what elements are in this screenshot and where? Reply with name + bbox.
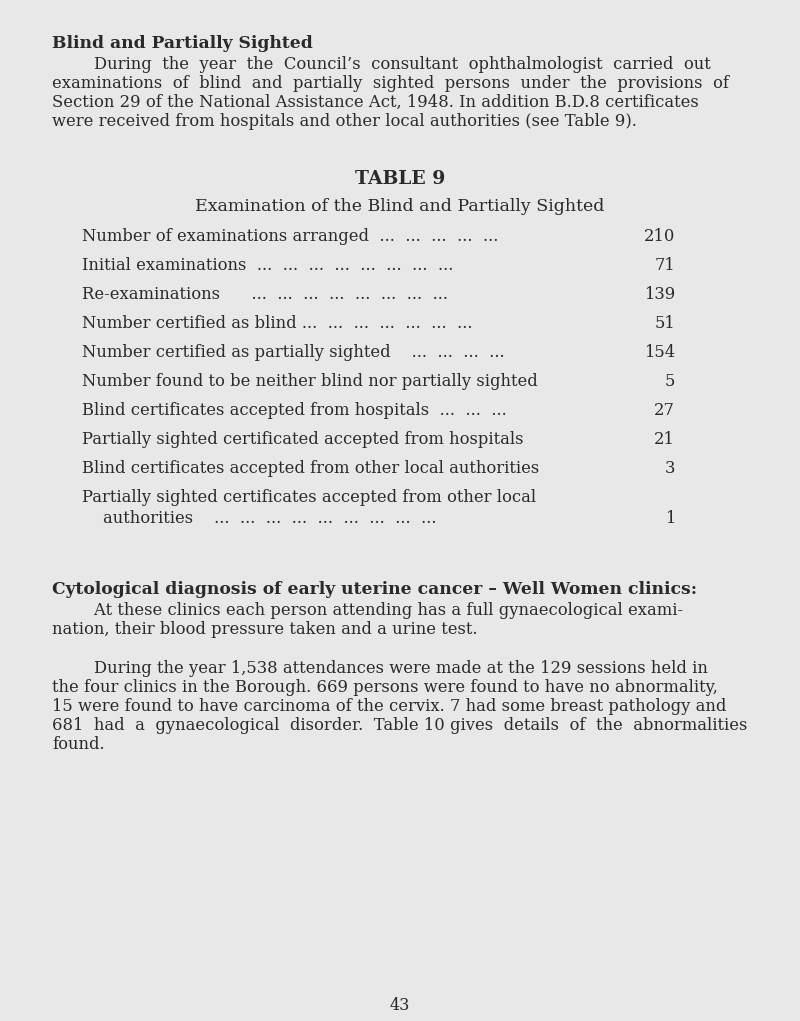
- Text: 1: 1: [665, 510, 675, 527]
- Text: Section 29 of the National Assistance Act, 1948. In addition B.D.8 certificates: Section 29 of the National Assistance Ac…: [52, 94, 698, 111]
- Text: found.: found.: [52, 736, 105, 753]
- Text: 15 were found to have carcinoma of the cervix. 7 had some breast pathology and: 15 were found to have carcinoma of the c…: [52, 698, 726, 715]
- Text: Number certified as partially sighted    ...  ...  ...  ...: Number certified as partially sighted ..…: [82, 344, 505, 361]
- Text: Number certified as blind ...  ...  ...  ...  ...  ...  ...: Number certified as blind ... ... ... ..…: [82, 315, 473, 332]
- Text: 43: 43: [390, 996, 410, 1014]
- Text: Partially sighted certificated accepted from hospitals: Partially sighted certificated accepted …: [82, 431, 523, 448]
- Text: examinations  of  blind  and  partially  sighted  persons  under  the  provision: examinations of blind and partially sigh…: [52, 75, 729, 92]
- Text: 71: 71: [654, 257, 675, 274]
- Text: Number of examinations arranged  ...  ...  ...  ...  ...: Number of examinations arranged ... ... …: [82, 228, 498, 245]
- Text: At these clinics each person attending has a full gynaecological exami-: At these clinics each person attending h…: [52, 602, 683, 619]
- Text: 21: 21: [654, 431, 675, 448]
- Text: the four clinics in the Borough. 669 persons were found to have no abnormality,: the four clinics in the Borough. 669 per…: [52, 679, 718, 696]
- Text: TABLE 9: TABLE 9: [355, 171, 445, 188]
- Text: were received from hospitals and other local authorities (see Table 9).: were received from hospitals and other l…: [52, 113, 637, 130]
- Text: 681  had  a  gynaecological  disorder.  Table 10 gives  details  of  the  abnorm: 681 had a gynaecological disorder. Table…: [52, 717, 747, 734]
- Text: 210: 210: [644, 228, 675, 245]
- Text: 27: 27: [654, 402, 675, 419]
- Text: Number found to be neither blind nor partially sighted: Number found to be neither blind nor par…: [82, 373, 538, 390]
- Text: Cytological diagnosis of early uterine cancer – Well Women clinics:: Cytological diagnosis of early uterine c…: [52, 581, 697, 598]
- Text: Examination of the Blind and Partially Sighted: Examination of the Blind and Partially S…: [195, 198, 605, 215]
- Text: During  the  year  the  Council’s  consultant  ophthalmologist  carried  out: During the year the Council’s consultant…: [52, 56, 710, 72]
- Text: Re-examinations      ...  ...  ...  ...  ...  ...  ...  ...: Re-examinations ... ... ... ... ... ... …: [82, 286, 448, 303]
- Text: During the year 1,538 attendances were made at the 129 sessions held in: During the year 1,538 attendances were m…: [52, 660, 708, 677]
- Text: Blind and Partially Sighted: Blind and Partially Sighted: [52, 35, 313, 52]
- Text: authorities    ...  ...  ...  ...  ...  ...  ...  ...  ...: authorities ... ... ... ... ... ... ... …: [82, 510, 437, 527]
- Text: 3: 3: [665, 460, 675, 477]
- Text: Blind certificates accepted from hospitals  ...  ...  ...: Blind certificates accepted from hospita…: [82, 402, 506, 419]
- Text: Partially sighted certificates accepted from other local: Partially sighted certificates accepted …: [82, 489, 536, 506]
- Text: nation, their blood pressure taken and a urine test.: nation, their blood pressure taken and a…: [52, 621, 478, 638]
- Text: Initial examinations  ...  ...  ...  ...  ...  ...  ...  ...: Initial examinations ... ... ... ... ...…: [82, 257, 454, 274]
- Text: 154: 154: [644, 344, 675, 361]
- Text: 51: 51: [654, 315, 675, 332]
- Text: 5: 5: [665, 373, 675, 390]
- Text: Blind certificates accepted from other local authorities: Blind certificates accepted from other l…: [82, 460, 539, 477]
- Text: 139: 139: [644, 286, 675, 303]
